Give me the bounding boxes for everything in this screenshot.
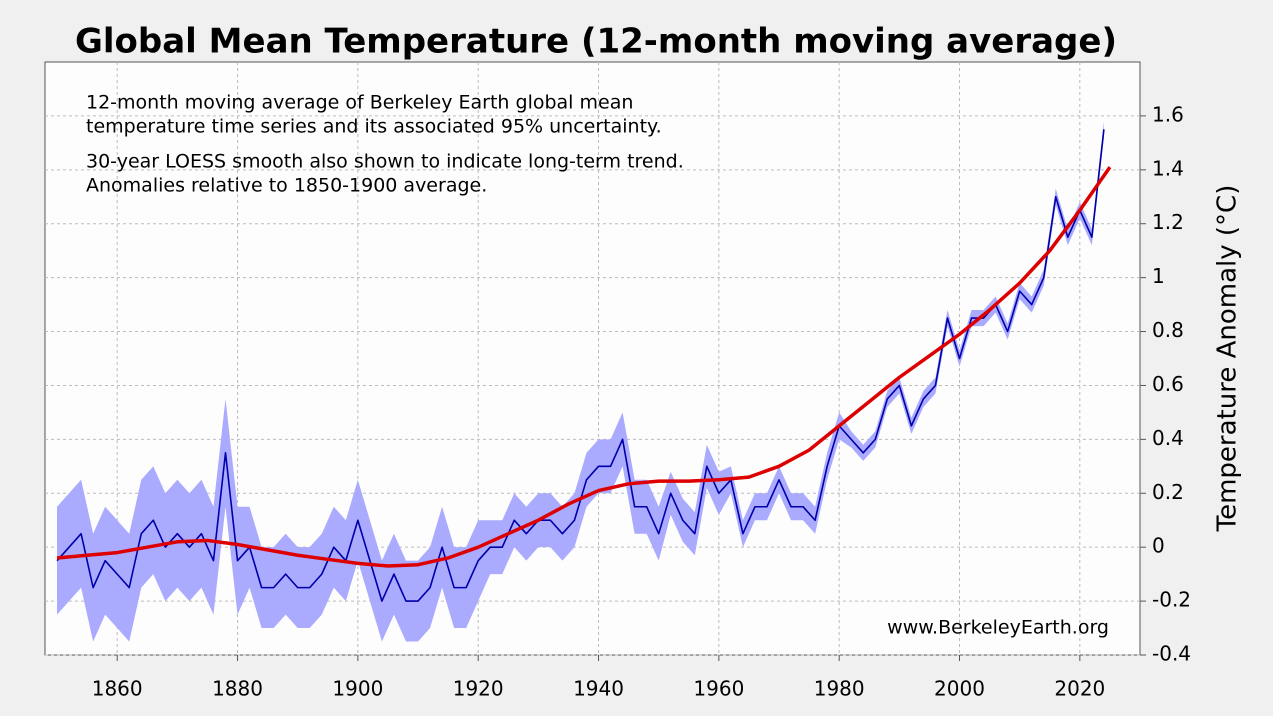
series-line xyxy=(56,166,1112,568)
y-tick-label: -0.4 xyxy=(1152,642,1191,666)
y-tick-label: 0.4 xyxy=(1152,426,1184,450)
x-tick-label: 1920 xyxy=(453,677,504,701)
marks xyxy=(56,121,1112,642)
x-tick-label: 2000 xyxy=(934,677,985,701)
y-tick-label: 0.6 xyxy=(1152,372,1184,396)
y-tick-label: 0.2 xyxy=(1152,480,1184,504)
y-tick-label: 0 xyxy=(1152,534,1165,558)
y-tick-label: 1 xyxy=(1152,264,1165,288)
grid xyxy=(45,62,1140,656)
x-tick-label: 1940 xyxy=(573,677,624,701)
source: www.BerkeleyEarth.org xyxy=(887,617,1109,639)
x-tick-label: 1860 xyxy=(92,677,143,701)
annotation: 12-month moving average of Berkeley Eart… xyxy=(86,92,633,114)
y-tick-label: 1.4 xyxy=(1152,156,1184,180)
y-tick-label: 1.6 xyxy=(1152,102,1184,126)
annotation: temperature time series and its associat… xyxy=(86,116,662,138)
y-tick-label: -0.2 xyxy=(1152,588,1191,612)
annotation: 30-year LOESS smooth also shown to indic… xyxy=(86,151,684,173)
x-tick-label: 1900 xyxy=(332,677,383,701)
x-tick-label: 2020 xyxy=(1054,677,1105,701)
y-tick-label: 0.8 xyxy=(1152,318,1184,342)
annotation: Anomalies relative to 1850-1900 average. xyxy=(86,175,487,197)
y-tick-label: 1.2 xyxy=(1152,210,1184,234)
uncertainty-band xyxy=(57,121,1104,642)
chart-title: Global Mean Temperature (12-month moving… xyxy=(75,22,1117,62)
x-tick-label: 1960 xyxy=(693,677,744,701)
x-tick-label: 1980 xyxy=(814,677,865,701)
x-tick-label: 1880 xyxy=(212,677,263,701)
y-axis-label: Temperature Anomaly (°C) xyxy=(1213,185,1243,533)
